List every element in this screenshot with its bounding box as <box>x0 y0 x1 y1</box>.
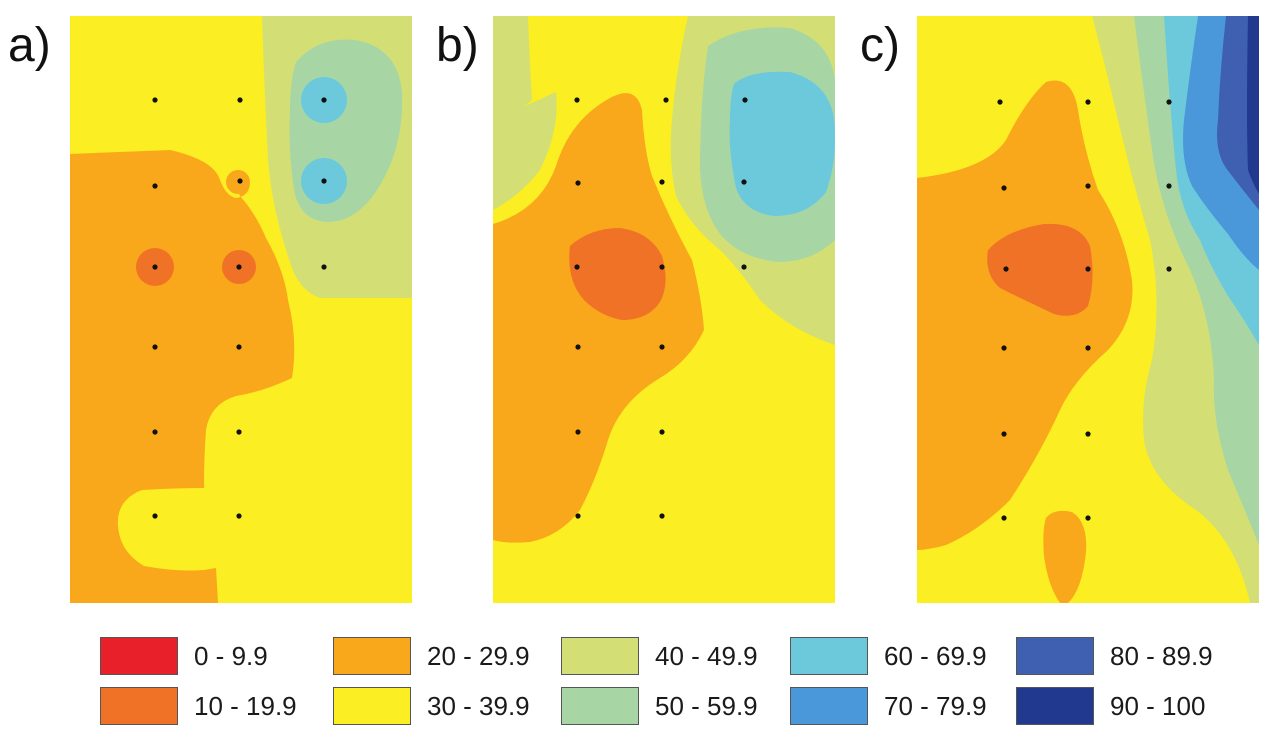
sampling-point <box>152 344 158 350</box>
sampling-point <box>1001 431 1007 437</box>
legend-item: 10 - 19.9 <box>100 686 297 726</box>
legend-swatch <box>1016 687 1094 725</box>
sampling-point <box>997 99 1003 105</box>
panel-a-label: a) <box>8 19 51 72</box>
sampling-point <box>321 178 327 184</box>
legend-swatch <box>561 687 639 725</box>
sampling-point <box>575 513 581 519</box>
sampling-point <box>1166 183 1172 189</box>
sampling-point <box>574 97 580 103</box>
panel-b-zone-20-29 <box>493 93 704 543</box>
panel-c-zone-10-19 <box>987 223 1093 316</box>
panel-c-zone-90-100 <box>1247 16 1259 194</box>
panel-b-label: b) <box>436 19 479 72</box>
legend-label: 80 - 89.9 <box>1110 640 1213 671</box>
sampling-point <box>659 344 665 350</box>
sampling-point <box>236 344 242 350</box>
legend-swatch <box>333 687 411 725</box>
sampling-point <box>574 264 580 270</box>
sampling-point <box>1166 266 1172 272</box>
sampling-point <box>575 180 581 186</box>
sampling-point <box>575 429 581 435</box>
sampling-point <box>1085 266 1091 272</box>
sampling-point <box>152 264 158 270</box>
legend-item: 30 - 39.9 <box>333 686 530 726</box>
sampling-point <box>236 429 242 435</box>
legend-swatch <box>100 637 178 675</box>
legend-label: 50 - 59.9 <box>655 690 758 721</box>
legend-label: 10 - 19.9 <box>194 690 297 721</box>
sampling-point <box>1001 185 1007 191</box>
panel-b-zone-60-69 <box>729 71 835 216</box>
legend-swatch <box>790 637 868 675</box>
legend-item: 50 - 59.9 <box>561 686 758 726</box>
panel-c-zone-20-29 <box>1043 510 1087 603</box>
sampling-point <box>742 97 748 103</box>
sampling-points <box>152 97 1172 521</box>
sampling-point <box>152 513 158 519</box>
sampling-point <box>1085 431 1091 437</box>
panel-c-zone-20-29 <box>917 80 1133 550</box>
sampling-point <box>1001 345 1007 351</box>
legend-item: 60 - 69.9 <box>790 636 987 676</box>
sampling-point <box>741 264 747 270</box>
legend-swatch <box>1016 637 1094 675</box>
legend-swatch <box>790 687 868 725</box>
sampling-point <box>741 179 747 185</box>
legend-item: 20 - 29.9 <box>333 636 530 676</box>
legend-item: 80 - 89.9 <box>1016 636 1213 676</box>
sampling-point <box>236 513 242 519</box>
sampling-point <box>1001 515 1007 521</box>
sampling-point <box>237 97 243 103</box>
legend-label: 60 - 69.9 <box>884 640 987 671</box>
sampling-point <box>659 264 665 270</box>
sampling-point <box>1085 99 1091 105</box>
legend-label: 20 - 29.9 <box>427 640 530 671</box>
sampling-point <box>575 344 581 350</box>
legend-label: 0 - 9.9 <box>194 640 268 671</box>
legend-item: 90 - 100 <box>1016 686 1205 726</box>
legend-label: 70 - 79.9 <box>884 690 987 721</box>
panel-a <box>70 16 412 603</box>
sampling-point <box>659 513 665 519</box>
sampling-point <box>1085 515 1091 521</box>
panel-b <box>493 16 835 603</box>
sampling-point <box>659 179 665 185</box>
legend-label: 90 - 100 <box>1110 690 1206 721</box>
legend-label: 30 - 39.9 <box>427 690 530 721</box>
panel-b-zone-40-49 <box>493 16 532 120</box>
sampling-point <box>1085 345 1091 351</box>
legend-label: 40 - 49.9 <box>655 640 758 671</box>
sampling-point <box>321 97 327 103</box>
sampling-point <box>663 97 669 103</box>
sampling-point <box>1003 266 1009 272</box>
sampling-point <box>152 429 158 435</box>
panel-b-zone-10-19 <box>569 228 666 320</box>
sampling-point <box>1085 183 1091 189</box>
sampling-point <box>236 264 242 270</box>
sampling-point <box>152 97 158 103</box>
legend-item: 0 - 9.9 <box>100 636 268 676</box>
legend-swatch <box>333 637 411 675</box>
panel-c-label: c) <box>860 19 900 72</box>
legend-item: 40 - 49.9 <box>561 636 758 676</box>
legend-item: 70 - 79.9 <box>790 686 987 726</box>
sampling-point <box>321 264 327 270</box>
panel-b-zone-40-49 <box>493 92 557 210</box>
legend-swatch <box>561 637 639 675</box>
panel-c <box>917 16 1259 603</box>
sampling-point <box>152 183 158 189</box>
legend-swatch <box>100 687 178 725</box>
sampling-point <box>1166 99 1172 105</box>
sampling-point <box>237 178 243 184</box>
sampling-point <box>659 429 665 435</box>
